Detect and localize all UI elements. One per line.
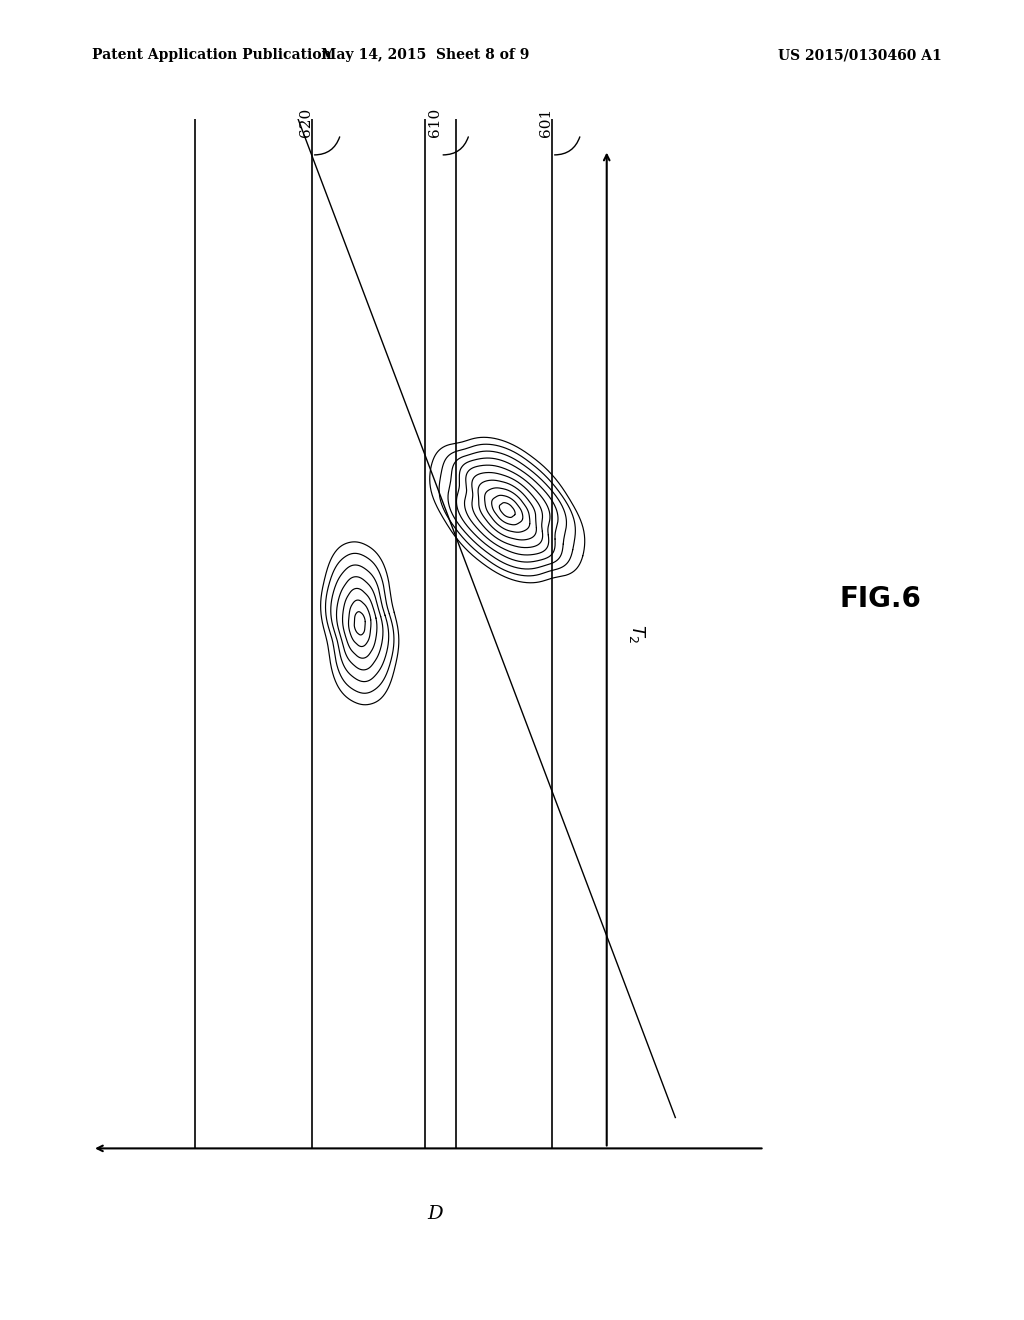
Text: Patent Application Publication: Patent Application Publication — [92, 49, 332, 62]
Text: 620: 620 — [299, 108, 313, 137]
Text: D: D — [427, 1205, 443, 1224]
Text: May 14, 2015  Sheet 8 of 9: May 14, 2015 Sheet 8 of 9 — [321, 49, 529, 62]
Text: US 2015/0130460 A1: US 2015/0130460 A1 — [778, 49, 942, 62]
Text: 610: 610 — [428, 108, 442, 137]
Text: 601: 601 — [540, 108, 553, 137]
Text: $T_2$: $T_2$ — [628, 624, 647, 643]
Text: FIG.6: FIG.6 — [840, 585, 922, 614]
